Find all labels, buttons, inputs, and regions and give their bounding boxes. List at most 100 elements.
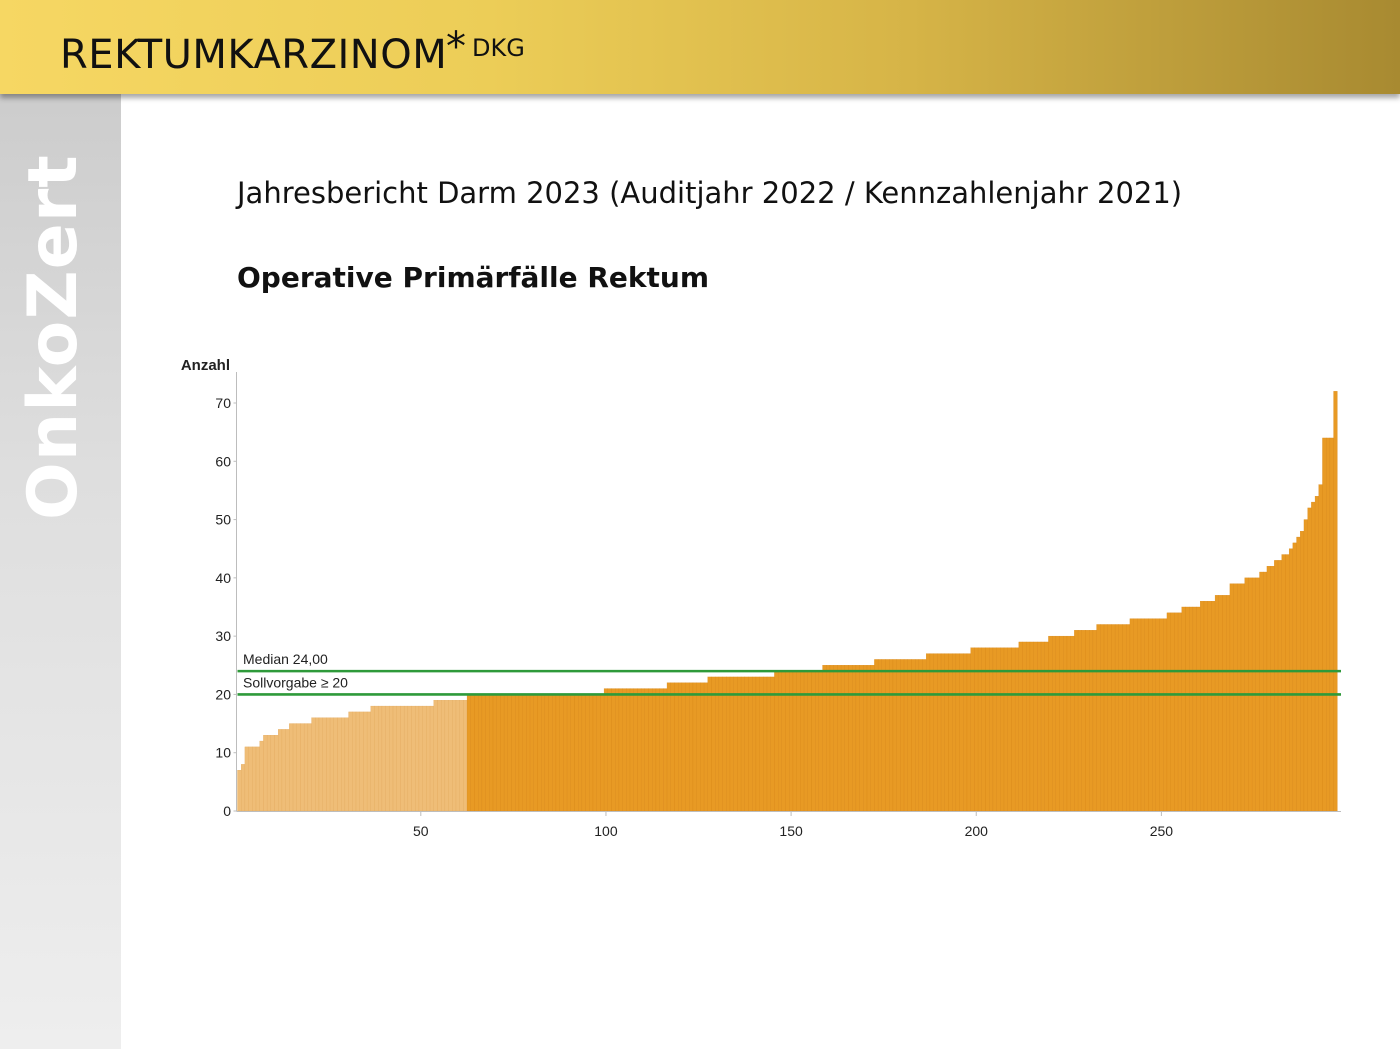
bar bbox=[389, 705, 394, 812]
bar bbox=[303, 723, 309, 812]
bar bbox=[1037, 641, 1042, 812]
bar bbox=[596, 694, 601, 812]
bar bbox=[415, 705, 420, 812]
bar bbox=[892, 659, 897, 812]
bar bbox=[1077, 630, 1083, 812]
bar bbox=[1148, 618, 1153, 812]
bar bbox=[818, 670, 823, 812]
bar bbox=[703, 682, 709, 812]
bar bbox=[585, 694, 590, 812]
y-tick-label: 30 bbox=[215, 628, 231, 644]
bar bbox=[789, 670, 794, 812]
bar bbox=[1303, 519, 1308, 812]
bar bbox=[1055, 635, 1060, 812]
bar bbox=[655, 688, 660, 812]
bar bbox=[315, 717, 320, 812]
bar bbox=[355, 711, 360, 812]
y-tick-label: 60 bbox=[215, 453, 231, 469]
bar bbox=[1222, 595, 1227, 812]
bar bbox=[966, 653, 971, 812]
y-tick-label: 10 bbox=[215, 745, 231, 761]
bar bbox=[592, 694, 597, 812]
bar bbox=[255, 746, 260, 812]
x-tick-label: 200 bbox=[965, 823, 989, 839]
bar bbox=[1277, 560, 1282, 812]
bar bbox=[1214, 595, 1220, 812]
bar bbox=[870, 665, 875, 812]
bar bbox=[1203, 600, 1208, 812]
bar bbox=[1159, 618, 1164, 812]
bar bbox=[729, 676, 734, 812]
bar bbox=[963, 653, 968, 812]
bar bbox=[1233, 583, 1238, 812]
bar bbox=[1329, 437, 1334, 812]
bar bbox=[1133, 618, 1138, 812]
bar bbox=[852, 665, 857, 812]
bar bbox=[422, 705, 427, 812]
bar bbox=[370, 705, 375, 812]
y-tick-label: 20 bbox=[215, 686, 231, 702]
x-tick-label: 150 bbox=[779, 823, 803, 839]
bar bbox=[1063, 635, 1068, 812]
bar bbox=[574, 694, 579, 812]
bar bbox=[937, 653, 942, 812]
bar bbox=[1218, 595, 1223, 812]
bar bbox=[822, 665, 827, 812]
bar bbox=[529, 694, 534, 812]
page-title: REKTUMKARZINOM bbox=[60, 32, 448, 78]
bar bbox=[677, 682, 683, 812]
bar bbox=[552, 694, 557, 812]
bar bbox=[1151, 618, 1157, 812]
bar bbox=[1263, 571, 1268, 812]
bar bbox=[622, 688, 627, 812]
bar bbox=[833, 665, 838, 812]
bar bbox=[666, 682, 671, 812]
bar bbox=[652, 688, 657, 812]
bar bbox=[1259, 571, 1264, 812]
bar bbox=[744, 676, 749, 812]
bar bbox=[874, 659, 879, 812]
bar bbox=[926, 653, 931, 812]
chart-heading: Operative Primärfälle Rektum bbox=[237, 261, 709, 294]
bar bbox=[1118, 624, 1123, 812]
bar bbox=[1051, 635, 1057, 812]
bar bbox=[1070, 635, 1075, 812]
bar bbox=[929, 653, 934, 812]
bar bbox=[900, 659, 905, 812]
bar bbox=[563, 694, 568, 812]
bar bbox=[707, 676, 712, 812]
bar bbox=[748, 676, 753, 812]
bar bbox=[911, 659, 916, 812]
bar bbox=[285, 729, 290, 812]
bar bbox=[366, 711, 372, 812]
bar bbox=[907, 659, 912, 812]
bar bbox=[1100, 624, 1105, 812]
bar bbox=[826, 665, 831, 812]
bars bbox=[237, 391, 1338, 812]
bar bbox=[1226, 595, 1231, 812]
bar bbox=[770, 676, 775, 812]
bar bbox=[1140, 618, 1145, 812]
bar bbox=[300, 723, 305, 812]
bar bbox=[270, 735, 275, 812]
bar bbox=[1059, 635, 1064, 812]
bar bbox=[840, 665, 846, 812]
x-tick-label: 50 bbox=[413, 823, 429, 839]
bar bbox=[348, 711, 353, 812]
bar bbox=[555, 694, 560, 812]
bar bbox=[877, 659, 883, 812]
y-tick-label: 70 bbox=[215, 395, 231, 411]
bar bbox=[718, 676, 723, 812]
bar bbox=[659, 688, 664, 812]
bar bbox=[955, 653, 960, 812]
bar bbox=[792, 670, 797, 812]
bar bbox=[837, 665, 842, 812]
dkg-label: DKG bbox=[472, 34, 525, 62]
bar bbox=[1126, 624, 1131, 812]
bar bbox=[518, 694, 523, 812]
bar bbox=[766, 676, 771, 812]
bar bbox=[474, 694, 479, 812]
bar bbox=[711, 676, 716, 812]
bar bbox=[844, 665, 849, 812]
